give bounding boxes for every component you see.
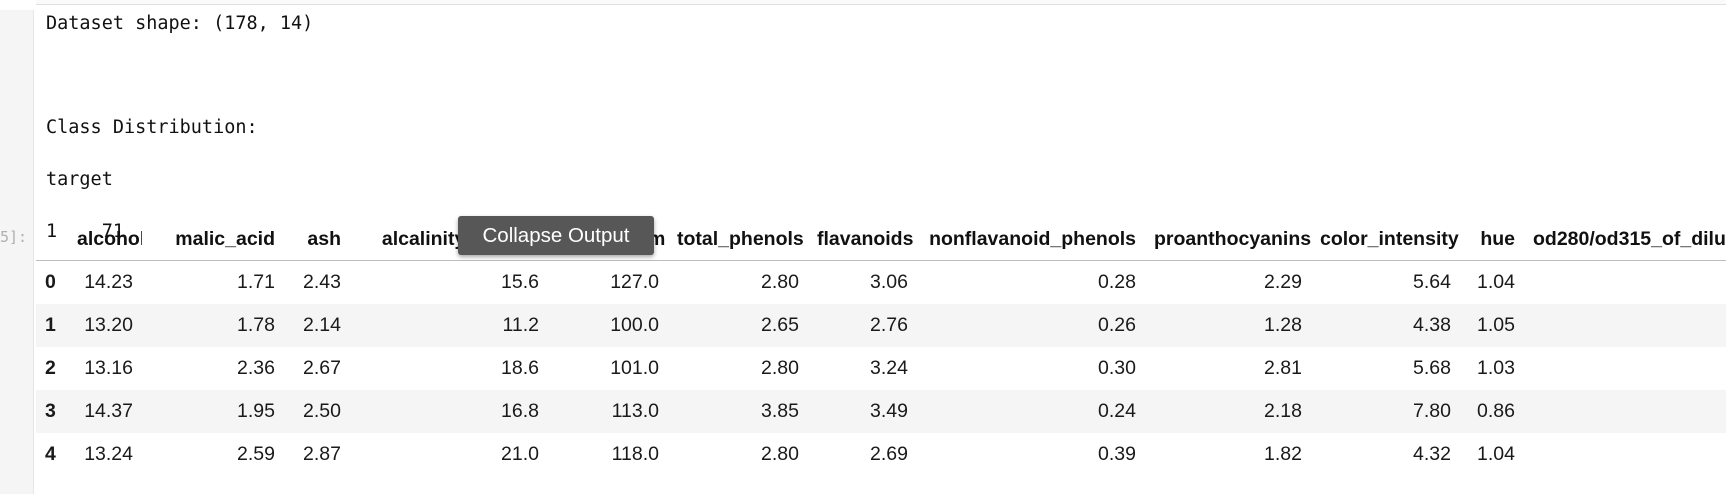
table-cell: 13.16 (84, 357, 133, 379)
table-row: 3 14.37 1.95 2.50 16.8 113.0 3.85 3.49 0.24 2.18 7… (36, 390, 1726, 433)
column-header: alcohol (68, 218, 142, 261)
table-cell: 2.80 (761, 443, 799, 465)
table-cell: 0.30 (1098, 357, 1136, 379)
table-cell: 14.23 (84, 271, 133, 293)
table-body: 0 14.23 1.71 2.43 15.6 127.0 2.80 3.06 0.28 2.29 5… (36, 260, 1726, 476)
dataframe-table: alcoholmalic_acidashalcalinity_of_ashmag… (36, 218, 1726, 476)
stdout-line: Name: count, dtype: int64 (46, 377, 325, 398)
collapse-output-tooltip: Collapse Output (458, 216, 654, 255)
table-cell: 2.36 (237, 357, 275, 379)
table-cell: 2.50 (303, 400, 341, 422)
table-cell: 1.04 (1477, 271, 1515, 293)
table-cell: 0.86 (1477, 400, 1515, 422)
table-cell: 3.85 (761, 400, 799, 422)
row-index: 1 (45, 314, 56, 336)
table-cell: 3.49 (870, 400, 908, 422)
table-row: 0 14.23 1.71 2.43 15.6 127.0 2.80 3.06 0.28 2.29 5… (36, 260, 1726, 305)
previous-cell-edge (36, 0, 1726, 5)
table-cell: 21.0 (501, 443, 539, 465)
table-cell: 4.38 (1413, 314, 1451, 336)
table-cell (1524, 390, 1726, 433)
table-cell: 4.32 (1413, 443, 1451, 465)
row-index: 0 (45, 271, 56, 293)
table-row: 4 13.24 2.59 2.87 21.0 118.0 2.80 2.69 0.39 1.82 4… (36, 433, 1726, 476)
table-header: alcoholmalic_acidashalcalinity_of_ashmag… (36, 218, 1726, 261)
table-cell: 1.78 (237, 314, 275, 336)
output-gutter[interactable] (0, 10, 34, 494)
table-cell: 0.26 (1098, 314, 1136, 336)
table-cell: 100.0 (610, 314, 659, 336)
table-cell (1524, 347, 1726, 390)
table-cell: 118.0 (611, 443, 659, 465)
table-cell: 7.80 (1413, 400, 1451, 422)
table-cell: 14.37 (84, 400, 133, 422)
table-cell: 16.8 (501, 400, 539, 422)
column-header: hue (1460, 218, 1524, 261)
row-index: 4 (45, 443, 56, 465)
stdout-line: Dataset shape: (178, 14) (46, 13, 314, 34)
table-row: 2 13.16 2.36 2.67 18.6 101.0 2.80 3.24 0.30 2.81 5… (36, 347, 1726, 390)
column-header: ash (284, 218, 350, 261)
table-cell: 11.2 (502, 314, 539, 336)
stdout-line: target (46, 169, 113, 190)
table-cell: 0.24 (1098, 400, 1136, 422)
table-cell: 2.29 (1264, 271, 1302, 293)
column-header: flavanoids (808, 218, 917, 261)
output-prompt: 5]: (0, 228, 28, 246)
table-cell: 101.0 (610, 357, 659, 379)
table-cell: 1.82 (1264, 443, 1302, 465)
stdout-line (46, 63, 324, 89)
stdout-line: Class Distribution: (46, 117, 258, 138)
table-cell: 1.95 (237, 400, 275, 422)
table-cell: 113.0 (611, 400, 659, 422)
table-cell: 2.14 (303, 314, 341, 336)
table-cell: 2.80 (761, 357, 799, 379)
table-cell: 2.59 (237, 443, 275, 465)
table-cell: 5.64 (1413, 271, 1451, 293)
column-header: od280/od315_of_diluted_wines (1524, 218, 1726, 261)
table-cell: 1.05 (1477, 314, 1515, 336)
index-header (36, 218, 68, 261)
column-header: proanthocyanins (1145, 218, 1311, 261)
table-cell: 2.87 (303, 443, 341, 465)
table-cell: 2.80 (761, 271, 799, 293)
table-cell: 3.06 (870, 271, 908, 293)
table-cell: 13.24 (84, 443, 133, 465)
table-cell: 5.68 (1413, 357, 1451, 379)
table-cell: 2.81 (1264, 357, 1302, 379)
stdout-line: 2 48 (46, 325, 124, 346)
table-cell: 18.6 (501, 357, 539, 379)
table-cell: 2.43 (303, 271, 341, 293)
row-index: 2 (45, 357, 56, 379)
table-cell: 0.28 (1098, 271, 1136, 293)
table-cell: 127.0 (610, 271, 659, 293)
table-cell (1524, 304, 1726, 347)
table-cell: 3.24 (870, 357, 908, 379)
table-cell: 1.03 (1477, 357, 1515, 379)
table-cell: 1.04 (1477, 443, 1515, 465)
table-cell (1524, 433, 1726, 476)
column-header: malic_acid (142, 218, 284, 261)
table-cell (1524, 261, 1726, 305)
row-index: 3 (45, 400, 56, 422)
table-cell: 2.76 (870, 314, 908, 336)
table-cell: 2.18 (1264, 400, 1302, 422)
column-header: nonflavanoid_phenols (917, 218, 1145, 261)
table-cell: 15.6 (501, 271, 539, 293)
table-cell: 0.39 (1098, 443, 1136, 465)
table-cell: 13.20 (84, 314, 133, 336)
table-cell: 2.65 (761, 314, 799, 336)
column-header: total_phenols (668, 218, 808, 261)
stdout-line: 0 59 (46, 273, 124, 294)
table-cell: 2.69 (870, 443, 908, 465)
table-cell: 1.71 (237, 271, 275, 293)
column-header: color_intensity (1311, 218, 1460, 261)
table-row: 1 13.20 1.78 2.14 11.2 100.0 2.65 2.76 0.26 1.28 4… (36, 304, 1726, 347)
dataframe-output: alcoholmalic_acidashalcalinity_of_ashmag… (36, 218, 1726, 494)
table-cell: 2.67 (303, 357, 341, 379)
table-cell: 1.28 (1264, 314, 1302, 336)
